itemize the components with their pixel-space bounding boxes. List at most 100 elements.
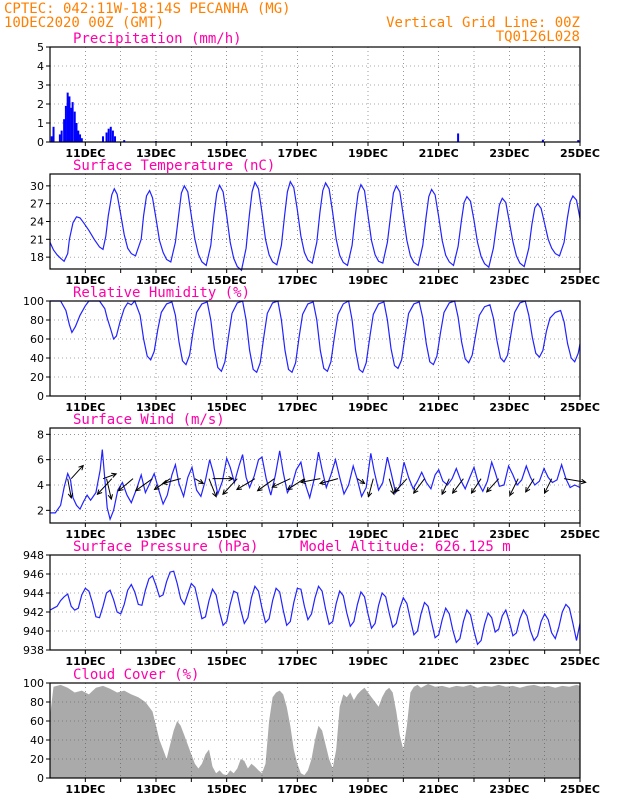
wind-vector-head bbox=[509, 490, 515, 497]
precipitation-bar bbox=[75, 123, 78, 142]
humidity-xtick-label: 17DEC bbox=[277, 401, 317, 414]
wind-vector bbox=[106, 478, 112, 500]
wind-vector-head bbox=[271, 482, 278, 488]
temperature-ytick-label: 18 bbox=[30, 251, 44, 264]
wind-vector-head bbox=[256, 485, 263, 492]
wind-vector bbox=[486, 478, 500, 493]
wind-vector bbox=[452, 478, 464, 494]
wind-vector-head bbox=[111, 472, 118, 478]
precipitation-bar bbox=[105, 132, 108, 142]
temperature-xtick-label: 13DEC bbox=[136, 274, 176, 287]
precipitation-ytick-label: 5 bbox=[37, 41, 44, 54]
precipitation-bar bbox=[577, 140, 580, 142]
wind-vector-head bbox=[390, 489, 396, 496]
wind-vector-head bbox=[367, 491, 373, 498]
precipitation-ytick-label: 0 bbox=[37, 136, 44, 149]
wind-vector bbox=[236, 478, 256, 490]
wind-vector-head bbox=[394, 486, 400, 493]
precipitation-bar bbox=[541, 139, 544, 142]
wind-vector-head bbox=[470, 488, 477, 495]
precipitation-bar bbox=[457, 133, 460, 142]
precipitation-xtick-label: 21DEC bbox=[419, 147, 459, 160]
precipitation-bar bbox=[66, 92, 69, 142]
humidity-ytick-label: 0 bbox=[37, 390, 44, 403]
wind-vector-head bbox=[300, 478, 307, 485]
wind-vectors bbox=[67, 464, 587, 501]
wind-vector-head bbox=[212, 491, 218, 498]
wind-vector bbox=[118, 478, 134, 492]
wind-vector-head bbox=[134, 485, 141, 492]
temperature-xtick-label: 15DEC bbox=[207, 274, 247, 287]
precipitation-bar bbox=[70, 107, 73, 142]
pressure-xtick-label: 15DEC bbox=[207, 655, 247, 668]
wind-vector-head bbox=[222, 489, 228, 496]
precipitation-ytick-label: 2 bbox=[37, 98, 44, 111]
wind-vector-head bbox=[441, 489, 447, 496]
precipitation-frame bbox=[49, 46, 581, 143]
humidity-xtick-label: 15DEC bbox=[207, 401, 247, 414]
wind-vector bbox=[70, 465, 84, 480]
pressure-xtick-label: 23DEC bbox=[489, 655, 529, 668]
cloud-cover-ytick-label: 60 bbox=[30, 715, 44, 728]
wind-xtick-label: 25DEC bbox=[560, 528, 600, 541]
humidity-xtick-label: 21DEC bbox=[419, 401, 459, 414]
cloud-cover-xtick-label: 15DEC bbox=[207, 783, 247, 796]
wind-vector bbox=[162, 478, 181, 484]
header-vertical-grid-note: Vertical Grid Line: 00Z bbox=[386, 15, 580, 31]
pressure-xtick-label: 13DEC bbox=[136, 655, 176, 668]
precipitation-panel: 0 1 2 3 4 5 11DEC 13DEC 15DEC 17DEC 19DEC 21DEC 23DE… bbox=[37, 31, 600, 160]
temperature-xtick-label: 23DEC bbox=[489, 274, 529, 287]
pressure-ytick-label: 946 bbox=[23, 568, 44, 581]
wind-xtick-label: 13DEC bbox=[136, 528, 176, 541]
precipitation-bar bbox=[73, 111, 76, 142]
wind-vector-head bbox=[359, 478, 366, 485]
wind-vector bbox=[413, 478, 425, 494]
wind-vector bbox=[102, 473, 117, 480]
pressure-xtick-label: 25DEC bbox=[560, 655, 600, 668]
temperature-line bbox=[49, 180, 581, 272]
wind-vector-head bbox=[198, 479, 205, 485]
wind-vector-head bbox=[67, 492, 74, 499]
precipitation-xtick-label: 25DEC bbox=[560, 147, 600, 160]
precipitation-bar bbox=[77, 130, 80, 142]
precipitation-bar bbox=[111, 130, 114, 142]
wind-ytick-label: 6 bbox=[37, 454, 44, 467]
pressure-ytick-label: 940 bbox=[23, 625, 44, 638]
cloud-cover-xtick-label: 21DEC bbox=[419, 783, 459, 796]
humidity-xtick-label: 11DEC bbox=[65, 401, 105, 414]
wind-vector-head bbox=[153, 484, 160, 491]
wind-vector bbox=[509, 478, 519, 496]
header-date: 10DEC2020 00Z (GMT) bbox=[4, 15, 164, 31]
wind-vector bbox=[368, 478, 374, 497]
wind-vector-head bbox=[161, 479, 168, 485]
precipitation-ytick-label: 3 bbox=[37, 79, 44, 92]
wind-xtick-label: 17DEC bbox=[277, 528, 317, 541]
wind-vector-head bbox=[96, 489, 103, 496]
wind-vector bbox=[135, 478, 153, 492]
precipitation-bar bbox=[109, 126, 112, 142]
precipitation-bar bbox=[79, 134, 82, 142]
temperature-panel: 18 21 24 27 30 11DEC 13DEC 15DEC 17DEC 19DEC 21DEC… bbox=[30, 158, 600, 287]
wind-vector bbox=[194, 478, 204, 484]
pressure-ytick-label: 938 bbox=[23, 644, 44, 657]
cloud-cover-xtick-label: 13DEC bbox=[136, 783, 176, 796]
pressure-xtick-label: 11DEC bbox=[65, 655, 105, 668]
precipitation-xtick-label: 17DEC bbox=[277, 147, 317, 160]
wind-vector-head bbox=[413, 488, 419, 494]
wind-vector-head bbox=[485, 486, 492, 493]
wind-xtick-label: 15DEC bbox=[207, 528, 247, 541]
wind-vector bbox=[97, 478, 113, 495]
temperature-xtick-label: 25DEC bbox=[560, 274, 600, 287]
precipitation-bar bbox=[63, 119, 66, 142]
humidity-xtick-label: 13DEC bbox=[136, 401, 176, 414]
precipitation-bar bbox=[60, 130, 63, 142]
humidity-title: Relative Humidity (%) bbox=[73, 285, 250, 301]
cloud-cover-xtick-label: 19DEC bbox=[348, 783, 388, 796]
precipitation-bar bbox=[107, 128, 110, 142]
cloud-cover-title: Cloud Cover (%) bbox=[73, 667, 199, 683]
wind-vector bbox=[67, 478, 72, 498]
wind-vector-head bbox=[117, 485, 124, 492]
wind-xtick-label: 11DEC bbox=[65, 528, 105, 541]
temperature-ytick-label: 21 bbox=[30, 233, 44, 246]
